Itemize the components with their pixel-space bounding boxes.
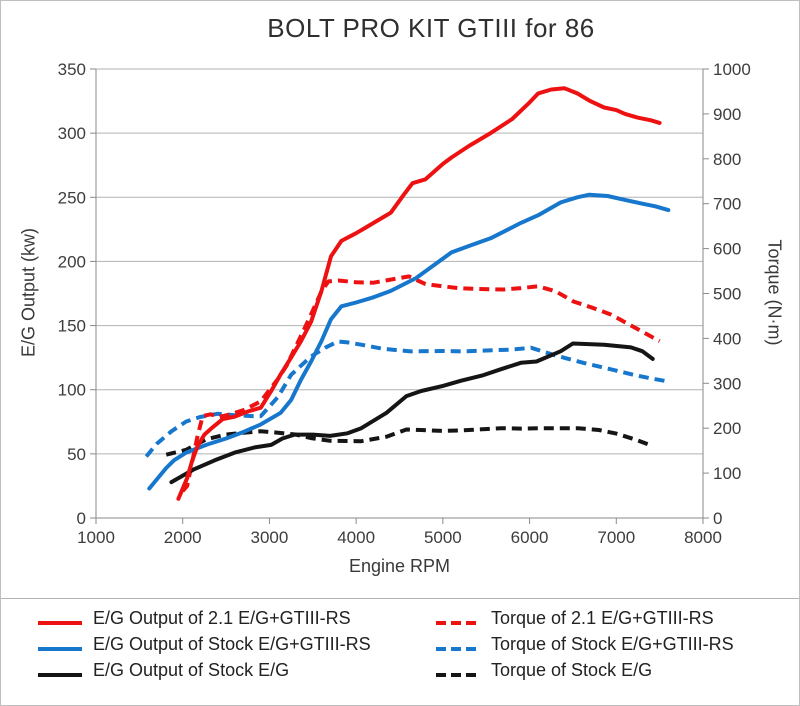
y-right-axis-title: Torque (N·m) <box>764 239 785 346</box>
chart-title: BOLT PRO KIT GTIII for 86 <box>267 13 595 43</box>
y-left-tick-label: 200 <box>58 252 86 271</box>
series-line-output-stock-gtiii-rs <box>147 192 671 491</box>
legend-label: Torque of Stock E/G+GTIII-RS <box>491 633 734 654</box>
y-left-tick-label: 0 <box>77 509 86 528</box>
legend-item-torque-stock: Torque of Stock E/G <box>435 657 734 683</box>
legend-label: E/G Output of Stock E/G+GTIII-RS <box>93 633 371 654</box>
y-right-tick-label: 300 <box>713 374 741 393</box>
legend-item-output-2-1: E/G Output of 2.1 E/G+GTIII-RS <box>37 605 371 631</box>
series-line-torque-2-1-gtiii-rs <box>181 274 661 493</box>
x-tick-label: 7000 <box>597 528 635 547</box>
y-left-tick-label: 50 <box>67 445 86 464</box>
x-tick-label: 4000 <box>337 528 375 547</box>
legend-column-torques: Torque of 2.1 E/G+GTIII-RS Torque of Sto… <box>435 605 734 683</box>
legend-line-sample-black-dashed <box>435 666 481 677</box>
legend-line-sample-black-solid <box>37 666 83 677</box>
legend-label: Torque of 2.1 E/G+GTIII-RS <box>491 607 714 628</box>
y-left-axis-title: E/G Output (kw) <box>18 227 39 358</box>
legend-label: E/G Output of Stock E/G <box>93 659 290 680</box>
y-left-tick-label: 150 <box>58 317 86 336</box>
x-tick-label: 8000 <box>684 528 722 547</box>
y-right-tick-label: 700 <box>713 195 741 214</box>
y-right-tick-label: 0 <box>713 509 722 528</box>
y-right-tick-label: 900 <box>713 105 741 124</box>
y-right-tick-label: 600 <box>713 240 741 259</box>
legend-line-sample-blue-dashed <box>435 640 481 651</box>
legend-item-output-stock-gtiii: E/G Output of Stock E/G+GTIII-RS <box>37 631 371 657</box>
legend-label: Torque of Stock E/G <box>491 659 653 680</box>
series-line-output-2-1-gtiii-rs <box>176 86 662 501</box>
y-right-tick-label: 400 <box>713 329 741 348</box>
series-line-torque-stock <box>165 426 652 457</box>
y-left-tick-label: 300 <box>58 124 86 143</box>
legend-item-output-stock: E/G Output of Stock E/G <box>37 657 371 683</box>
x-tick-label: 1000 <box>77 528 115 547</box>
y-right-tick-label: 800 <box>713 150 741 169</box>
y-left-tick-label: 350 <box>58 60 86 79</box>
y-right-tick-label: 1000 <box>713 60 751 79</box>
x-tick-label: 6000 <box>511 528 549 547</box>
y-right-tick-label: 500 <box>713 285 741 304</box>
x-tick-label: 3000 <box>251 528 289 547</box>
y-right-tick-label: 200 <box>713 419 741 438</box>
legend-label: E/G Output of 2.1 E/G+GTIII-RS <box>93 607 351 628</box>
legend-line-sample-red-dashed <box>435 614 481 625</box>
legend-column-outputs: E/G Output of 2.1 E/G+GTIII-RS E/G Outpu… <box>37 605 371 683</box>
x-tick-label: 5000 <box>424 528 462 547</box>
legend-item-torque-stock-gtiii: Torque of Stock E/G+GTIII-RS <box>435 631 734 657</box>
legend-item-torque-2-1: Torque of 2.1 E/G+GTIII-RS <box>435 605 734 631</box>
y-right-tick-label: 100 <box>713 464 741 483</box>
x-axis-title: Engine RPM <box>348 556 451 576</box>
series-line-output-stock <box>169 341 655 485</box>
chart-canvas: 0 50 100 150 200 250 300 350 0 100 200 300 400 500 600… <box>58 60 751 547</box>
y-left-tick-label: 250 <box>58 188 86 207</box>
y-left-tick-label: 100 <box>58 381 86 400</box>
series-line-torque-stock-gtiii-rs <box>144 339 669 458</box>
x-tick-label: 2000 <box>164 528 202 547</box>
legend-separator <box>1 598 799 599</box>
legend-line-sample-blue-solid <box>37 640 83 651</box>
legend-line-sample-red-solid <box>37 614 83 625</box>
